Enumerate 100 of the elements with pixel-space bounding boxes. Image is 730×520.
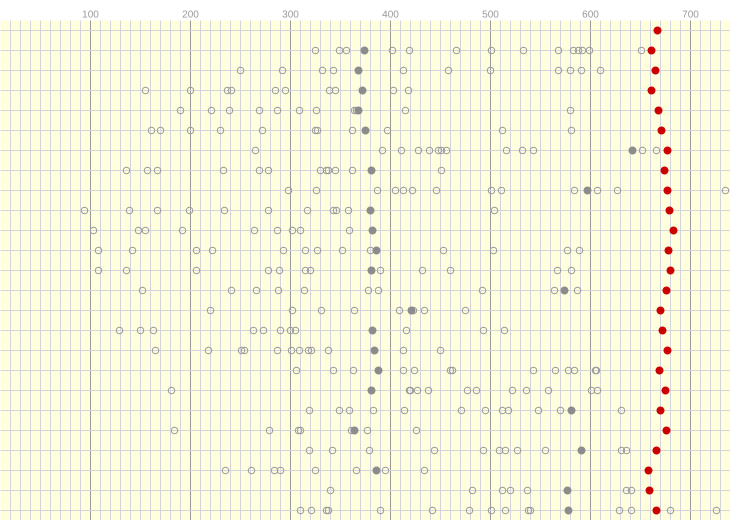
- point: [304, 206, 312, 214]
- point: [336, 46, 344, 54]
- point: [372, 246, 380, 254]
- point: [618, 446, 626, 454]
- point: [662, 386, 670, 394]
- point: [206, 306, 214, 314]
- point: [530, 366, 538, 374]
- point: [414, 386, 422, 394]
- point: [568, 406, 576, 414]
- point: [488, 506, 496, 514]
- point: [368, 386, 376, 394]
- point: [154, 166, 162, 174]
- point: [488, 186, 496, 194]
- point: [654, 106, 662, 114]
- point: [664, 246, 672, 254]
- point: [252, 286, 260, 294]
- point: [220, 166, 228, 174]
- point: [354, 66, 362, 74]
- point: [578, 66, 586, 74]
- point: [288, 346, 296, 354]
- point: [420, 466, 428, 474]
- point: [498, 486, 506, 494]
- point: [368, 326, 376, 334]
- point: [252, 146, 260, 154]
- point: [352, 466, 360, 474]
- point: [256, 106, 264, 114]
- point: [448, 366, 456, 374]
- point: [302, 246, 310, 254]
- point: [150, 326, 158, 334]
- point: [400, 406, 408, 414]
- point: [638, 146, 646, 154]
- point: [348, 166, 356, 174]
- point: [524, 506, 532, 514]
- point: [652, 506, 660, 514]
- point: [566, 66, 574, 74]
- point: [186, 206, 194, 214]
- point: [142, 226, 150, 234]
- point: [276, 266, 284, 274]
- point: [264, 206, 272, 214]
- point: [346, 226, 354, 234]
- point: [308, 506, 316, 514]
- point: [418, 266, 426, 274]
- point: [326, 86, 334, 94]
- point: [392, 186, 400, 194]
- point: [374, 366, 382, 374]
- point: [556, 406, 564, 414]
- point: [94, 246, 102, 254]
- point: [438, 166, 446, 174]
- point: [524, 486, 532, 494]
- point: [586, 46, 594, 54]
- point: [208, 246, 216, 254]
- point: [324, 506, 332, 514]
- point: [154, 206, 162, 214]
- point: [462, 306, 470, 314]
- point: [666, 206, 674, 214]
- point: [488, 46, 496, 54]
- point: [368, 266, 376, 274]
- point: [382, 466, 390, 474]
- point: [328, 446, 336, 454]
- point: [404, 86, 412, 94]
- point: [564, 506, 572, 514]
- point: [502, 146, 510, 154]
- point: [656, 366, 664, 374]
- point: [596, 66, 604, 74]
- point: [438, 146, 446, 154]
- point: [490, 206, 498, 214]
- point: [534, 406, 542, 414]
- point: [228, 286, 236, 294]
- point: [236, 66, 244, 74]
- point: [550, 286, 558, 294]
- point: [564, 246, 572, 254]
- point: [264, 166, 272, 174]
- point: [322, 166, 330, 174]
- point: [306, 406, 314, 414]
- point: [498, 406, 506, 414]
- point: [664, 186, 672, 194]
- point: [318, 306, 326, 314]
- point: [318, 66, 326, 74]
- point: [274, 286, 282, 294]
- point: [316, 166, 324, 174]
- point: [402, 106, 410, 114]
- point: [458, 406, 466, 414]
- point: [296, 346, 304, 354]
- point: [496, 446, 504, 454]
- point: [126, 206, 134, 214]
- point: [646, 486, 654, 494]
- point: [520, 46, 528, 54]
- point: [722, 186, 730, 194]
- point: [322, 506, 330, 514]
- point: [662, 426, 670, 434]
- point: [350, 426, 358, 434]
- point: [442, 146, 450, 154]
- point: [482, 406, 490, 414]
- point: [330, 366, 338, 374]
- point: [370, 346, 378, 354]
- point: [274, 226, 282, 234]
- point: [376, 506, 384, 514]
- point: [576, 246, 584, 254]
- point: [584, 186, 592, 194]
- point: [282, 86, 290, 94]
